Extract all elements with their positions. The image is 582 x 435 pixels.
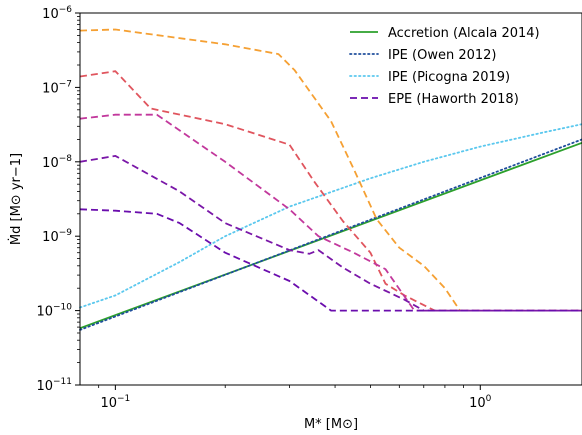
x-axis-label: M* [M⊙] — [304, 417, 358, 432]
series-line-5 — [79, 113, 582, 312]
y-tick-label-5: 10−6 — [42, 5, 72, 22]
plot-frame — [79, 12, 582, 386]
series-line-3 — [79, 28, 461, 312]
legend: Accretion (Alcala 2014) IPE (Owen 2012) IP… — [349, 26, 540, 107]
legend-label-2: IPE (Picogna 2019) — [388, 70, 510, 85]
series-line-4 — [79, 70, 582, 312]
legend-label-3: EPE (Haworth 2018) — [388, 92, 519, 107]
plot-area — [80, 13, 582, 385]
y-tick-label-0: 10−11 — [36, 377, 72, 394]
series-line-2 — [79, 123, 582, 309]
x-tick-label-1: 100 — [469, 394, 492, 411]
legend-label-1: IPE (Owen 2012) — [388, 48, 496, 63]
y-tick-label-3: 10−8 — [42, 154, 72, 171]
legend-label-0: Accretion (Alcala 2014) — [388, 26, 540, 41]
series-layer — [79, 28, 582, 331]
y-tick-label-1: 10−10 — [36, 303, 72, 320]
y-axis-label: Ṁd [M⊙ yr−1] — [8, 153, 24, 245]
series-line-6 — [79, 154, 582, 312]
series-line-1 — [79, 138, 582, 331]
x-tick-label-0: 10−1 — [100, 394, 130, 411]
y-tick-label-2: 10−9 — [42, 228, 72, 245]
series-line-7 — [79, 208, 582, 312]
y-tick-label-4: 10−7 — [42, 79, 72, 96]
ticks-layer: 10−11 10−10 10−9 10−8 10−7 10−6 10−1 100 — [36, 5, 491, 411]
